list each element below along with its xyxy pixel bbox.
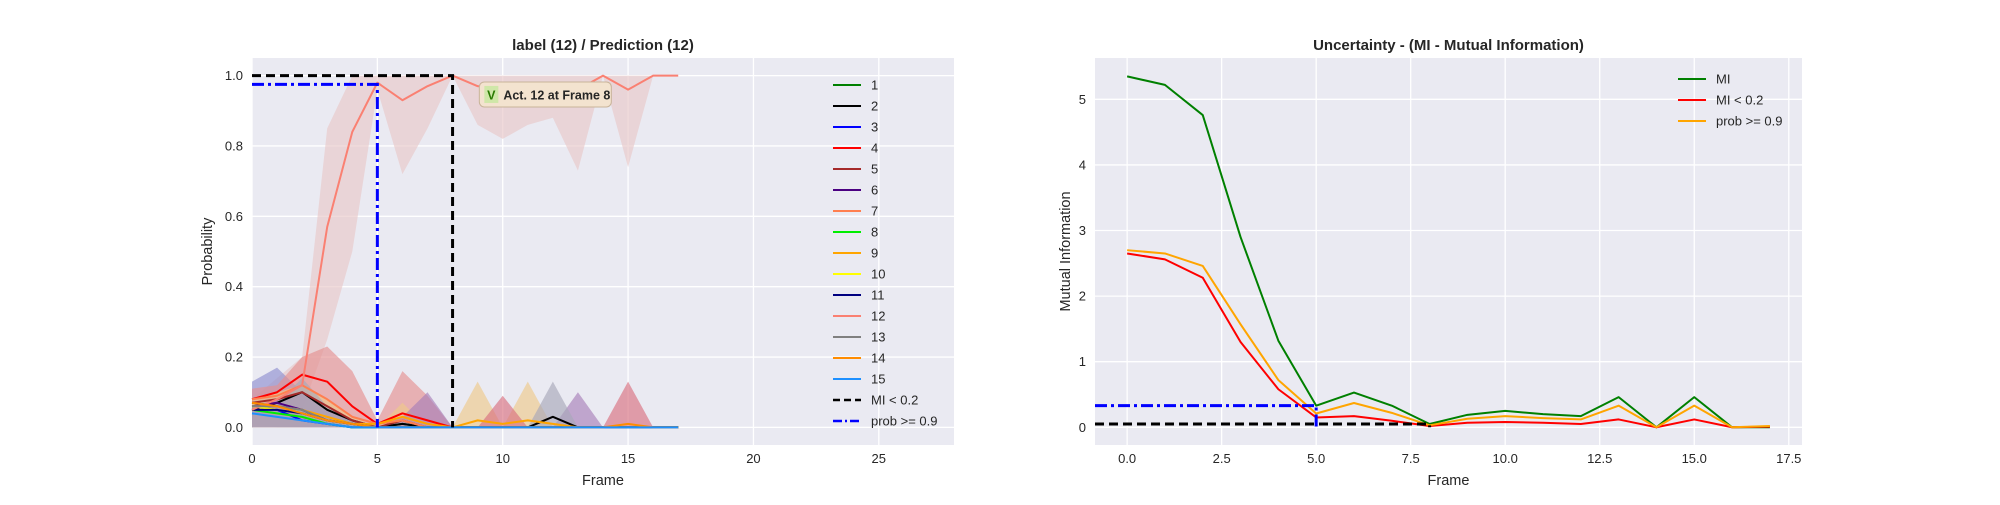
annotation-mark-bg (484, 85, 499, 103)
legend-label: 4 (871, 141, 878, 156)
annotation: V Act. 12 at Frame 8 (478, 81, 612, 108)
series-line-mi-0-2 (1126, 252, 1770, 429)
legend-label: 9 (871, 246, 878, 261)
legend-label: 13 (871, 330, 885, 345)
legend-label: 10 (871, 267, 885, 282)
chart-title: label (12) / Prediction (12) (512, 37, 694, 54)
legend-label: 12 (871, 309, 885, 324)
series-line-12 (251, 74, 679, 411)
legend-label: 14 (871, 351, 885, 366)
uncertainty-bands (252, 75, 679, 428)
y-axis-label: Probability (200, 217, 216, 285)
x-tick-label: 25 (872, 451, 886, 466)
legend-label: 11 (871, 288, 885, 303)
legend-label: 8 (871, 225, 878, 240)
y-tick-label: 3 (1079, 223, 1086, 238)
prediction-chart: 0 5 10 15 20 250.00.20.40.60.81.0V Act. 12 at … (200, 37, 954, 489)
y-tick-label: 5 (1079, 92, 1086, 107)
y-tick-label: 0.0 (225, 420, 243, 435)
x-tick-label: 2.5 (1213, 451, 1231, 466)
x-tick-label: 15.0 (1682, 451, 1707, 466)
plot-area (1095, 58, 1802, 445)
chart-title: Uncertainty - (MI - Mutual Information) (1313, 37, 1584, 54)
legend-label: 7 (871, 204, 878, 219)
y-tick-label: 0.6 (225, 209, 243, 224)
uncertainty-band (252, 381, 679, 428)
x-axis-label: Frame (582, 473, 624, 489)
annotation-box (478, 81, 612, 108)
x-tick-label: 12.5 (1587, 451, 1612, 466)
y-tick-label: 0.2 (225, 350, 243, 365)
legend-label: MI (1716, 72, 1730, 87)
series-lines (1126, 75, 1770, 429)
series-line-prob-0-9 (1127, 249, 1770, 429)
series-line-mi (1126, 75, 1770, 429)
grid (1095, 58, 1802, 445)
y-tick-label: 0.8 (225, 138, 243, 153)
x-tick-label: 17.5 (1776, 451, 1801, 466)
x-tick-label: 5 (374, 451, 381, 466)
threshold-line-dashdot (252, 82, 379, 428)
legend-label: 15 (871, 372, 885, 387)
uncertainty-band (252, 346, 679, 428)
y-tick-label: 1 (1079, 354, 1086, 369)
x-tick-label: 20 (746, 451, 760, 466)
legend-label: prob >= 0.9 (871, 414, 938, 429)
threshold-line-dashed (252, 74, 455, 428)
x-tick-label: 5.0 (1307, 451, 1325, 466)
legend-label: MI < 0.2 (871, 393, 918, 408)
y-tick-label: 2 (1079, 289, 1086, 304)
series-lines (251, 74, 679, 429)
x-tick-label: 0 (248, 451, 255, 466)
y-tick-label: 1.0 (225, 68, 243, 83)
uncertainty-chart: 0.0 2.5 5.0 7.5 10.0 12.5 15.0 17.5 0 1 2 3 4 5 Uncert… (1058, 37, 1802, 489)
x-tick-label: 7.5 (1402, 451, 1420, 466)
legend-label: MI < 0.2 (1716, 93, 1763, 108)
y-tick-label: 0.4 (225, 279, 243, 294)
threshold-line-dashed (1095, 422, 1432, 428)
legend: MI MI < 0.2 prob >= 0.9 (1678, 72, 1783, 129)
legend-label: prob >= 0.9 (1716, 114, 1783, 129)
legend-label: 2 (871, 99, 878, 114)
x-tick-label: 10 (495, 451, 509, 466)
y-tick-label: 4 (1079, 157, 1086, 172)
threshold-line-dashdot (1095, 404, 1318, 428)
legend-label: 3 (871, 120, 878, 135)
uncertainty-band (252, 378, 679, 428)
y-tick-label: 0 (1079, 420, 1086, 435)
x-tick-label: 0.0 (1118, 451, 1136, 466)
annotation-mark: V (487, 88, 496, 102)
uncertainty-band (252, 75, 679, 417)
legend-label: 1 (871, 78, 878, 93)
series-line-15 (251, 412, 679, 429)
annotation-text: Act. 12 at Frame 8 (503, 88, 610, 102)
legend-label: 6 (871, 183, 878, 198)
x-axis-label: Frame (1428, 473, 1470, 489)
y-axis-label: Mutual Information (1058, 191, 1074, 311)
legend-label: 5 (871, 162, 878, 177)
x-tick-label: 10.0 (1493, 451, 1518, 466)
x-tick-label: 15 (621, 451, 635, 466)
